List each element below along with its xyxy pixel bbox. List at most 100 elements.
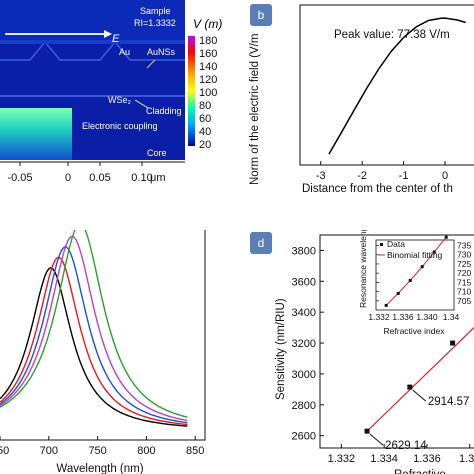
colorbar-tick-label: 40 <box>199 126 211 138</box>
panel-b-badge: b <box>250 4 272 26</box>
data-label: 2629.14 <box>385 440 427 452</box>
y-tick-label: 3200 <box>292 338 316 350</box>
x-tick-label: 650 <box>0 445 9 457</box>
inset-y-tick-label: 725 <box>457 259 471 269</box>
colorbar <box>188 36 195 146</box>
panel-c: 650 700 750 800 850 Wavelength (nm) <box>0 230 215 474</box>
y-axis-title: Norm of the electric field (V/m <box>249 34 261 185</box>
legend-data-label: Data <box>387 239 405 249</box>
core-label: Core <box>147 148 167 158</box>
x-tick-label: -3 <box>316 170 326 182</box>
panel-d-badge: d <box>250 232 272 254</box>
legend-data-marker <box>380 243 383 246</box>
peak-annotation: Peak value: 77.38 V/m <box>334 29 450 41</box>
e-arrow-head <box>104 30 112 38</box>
data-point <box>364 428 370 434</box>
spectrum-line <box>0 267 188 427</box>
sensitivity-fit-line <box>366 326 474 432</box>
inset-x-tick-label: 1.336 <box>392 312 414 322</box>
e-label: E <box>112 33 120 45</box>
colorbar-tick-label: 140 <box>199 61 217 73</box>
legend-fit-label: Binomial fitting <box>387 250 443 260</box>
aunss-particles <box>0 40 185 61</box>
x-unit: μm <box>150 172 166 184</box>
panel-a: E Sample RI=1.3332 Au AuNSs WSe₂ Claddin… <box>0 0 230 200</box>
spectrum-line <box>0 256 188 426</box>
x-axis-title: Refractive <box>394 469 446 474</box>
inset-data-point <box>420 265 424 269</box>
panel-b-svg: -3 -2 -1 0 Peak value: 77.38 V/m Distance fro… <box>249 4 474 195</box>
inset-data-point <box>432 250 436 254</box>
inset-x-tick-label: 1.340 <box>416 312 438 322</box>
x-tick-label: 0.10 <box>131 172 152 184</box>
x-tick-label: -1 <box>399 170 409 182</box>
x-tick-label: 700 <box>40 445 58 457</box>
colorbar-title: V (m) <box>193 17 222 31</box>
spectrum-line <box>0 230 188 418</box>
au-layer <box>0 40 185 44</box>
inset-y-axis-title: Resonance wavelength (nm) <box>358 230 368 308</box>
plot-frame <box>319 234 474 449</box>
label-pointer <box>412 389 427 402</box>
inset-data-point <box>444 235 448 239</box>
ri-label: RI=1.3332 <box>134 18 176 28</box>
colorbar-tick-label: 20 <box>199 139 211 151</box>
x-tick-label: 850 <box>186 445 204 457</box>
x-tick-label: 0 <box>65 172 71 184</box>
y-tick-label: 2800 <box>292 400 316 412</box>
y-tick-label: 3800 <box>292 245 316 257</box>
y-axis-title: Sensitivity (nm/RIU) <box>275 298 287 400</box>
y-tick-label: 3600 <box>292 276 316 288</box>
x-axis-title: Wavelength (nm) <box>56 463 143 474</box>
x-tick-label: -2 <box>357 170 367 182</box>
colorbar-tick-label: 160 <box>199 48 217 60</box>
inset-x-tick-label: 1.332 <box>368 312 390 322</box>
cladding-pointer <box>134 99 149 109</box>
plot-frame <box>299 4 474 166</box>
colorbar-tick-label: 60 <box>199 113 211 125</box>
x-axis-title: Distance from the center of th <box>302 183 453 195</box>
inset-y-tick-label: 715 <box>457 277 471 287</box>
inset-y-tick-label: 705 <box>457 296 471 306</box>
data-point <box>450 340 456 346</box>
spectrum-line <box>0 246 188 424</box>
x-tick-label: 800 <box>137 445 155 457</box>
inset-data-point <box>396 291 400 295</box>
y-tick-label: 2600 <box>292 431 316 443</box>
x-tick-label: 1.336 <box>413 453 441 465</box>
colorbar-tick-label: 180 <box>199 35 217 47</box>
panel-a-x-ticks: -0.05 0 0.05 0.10 <box>7 162 153 184</box>
panel-d: 2600 2800 3000 3200 3400 3600 3800 1.332 1.334 1.… <box>244 230 474 474</box>
wse2-label: WSe₂ <box>108 95 132 105</box>
inset-y-tick-label: 730 <box>457 250 471 260</box>
plot-frame <box>0 230 206 441</box>
inset-y-tick-label: 720 <box>457 268 471 278</box>
spectrum-line <box>0 235 188 422</box>
x-tick-label: 1.334 <box>370 453 398 465</box>
x-tick-label: -0.05 <box>7 172 32 184</box>
y-tick-label: 3400 <box>292 307 316 319</box>
y-tick-label: 3000 <box>292 369 316 381</box>
field-curve <box>328 17 466 155</box>
data-label: 2914.57 <box>428 396 470 408</box>
cladding-label: Cladding <box>146 106 182 116</box>
inset-x-axis-title: Refractive index <box>384 326 446 336</box>
x-tick-label: 750 <box>88 445 106 457</box>
core-region <box>0 108 72 160</box>
x-tick-label: 0 <box>442 170 448 182</box>
aunss-label: AuNSs <box>147 47 176 57</box>
colorbar-tick-label: 100 <box>199 87 217 99</box>
colorbar-tick-label: 120 <box>199 74 217 86</box>
inset-x-tick-label: 1.34 <box>443 312 460 322</box>
sample-label: Sample <box>140 6 171 16</box>
panel-c-svg: 650 700 750 800 850 Wavelength (nm) <box>0 230 206 474</box>
panel-b: -3 -2 -1 0 Peak value: 77.38 V/m Distance fro… <box>244 0 474 205</box>
aunss-pointer <box>146 59 156 69</box>
au-label: Au <box>119 47 130 57</box>
inset-y-tick-label: 735 <box>457 241 471 251</box>
inset-fit-line <box>385 236 447 306</box>
x-tick-label: 1.332 <box>328 453 356 465</box>
panel-d-svg: 2600 2800 3000 3200 3400 3600 3800 1.332 1.334 1.… <box>275 230 474 474</box>
inset-y-tick-label: 710 <box>457 287 471 297</box>
